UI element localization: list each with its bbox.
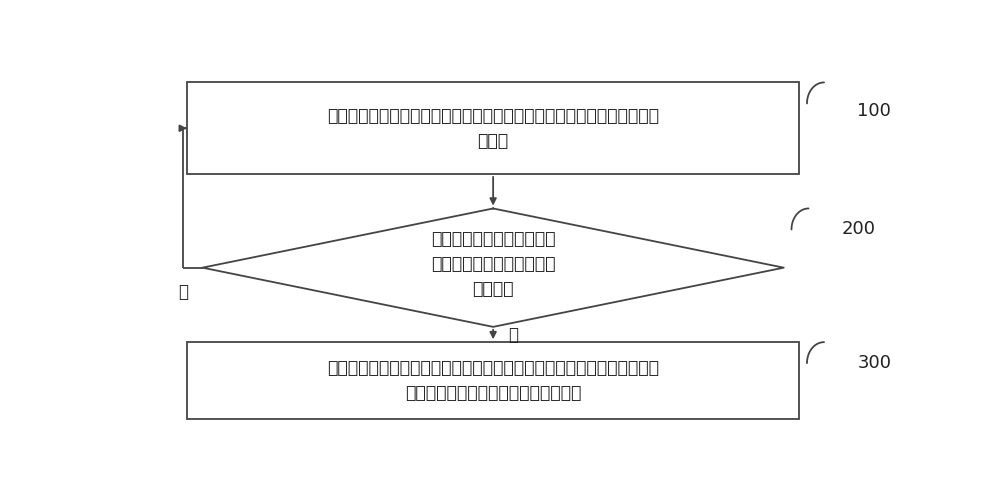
Text: 200: 200 bbox=[842, 220, 876, 238]
FancyBboxPatch shape bbox=[187, 342, 799, 419]
Text: 在盖有盖板的容器中的液体的加热过程中，根据容器内的气压状态生成气
压信号: 在盖有盖板的容器中的液体的加热过程中，根据容器内的气压状态生成气 压信号 bbox=[327, 107, 659, 150]
Text: 否: 否 bbox=[178, 283, 188, 301]
Text: 300: 300 bbox=[857, 354, 891, 372]
Text: 是: 是 bbox=[509, 325, 519, 344]
Text: 根据所述气压信号的变化趋
势判断所述液体是否处于待
溢出状态: 根据所述气压信号的变化趋 势判断所述液体是否处于待 溢出状态 bbox=[431, 230, 555, 298]
Text: 100: 100 bbox=[857, 102, 891, 120]
Text: 向用于加热所述液体的加热装置发送防溢出指令，使得该加热装置根据所
述防溢出指令改变加热装置的加热功率: 向用于加热所述液体的加热装置发送防溢出指令，使得该加热装置根据所 述防溢出指令改… bbox=[327, 359, 659, 402]
FancyBboxPatch shape bbox=[187, 82, 799, 174]
